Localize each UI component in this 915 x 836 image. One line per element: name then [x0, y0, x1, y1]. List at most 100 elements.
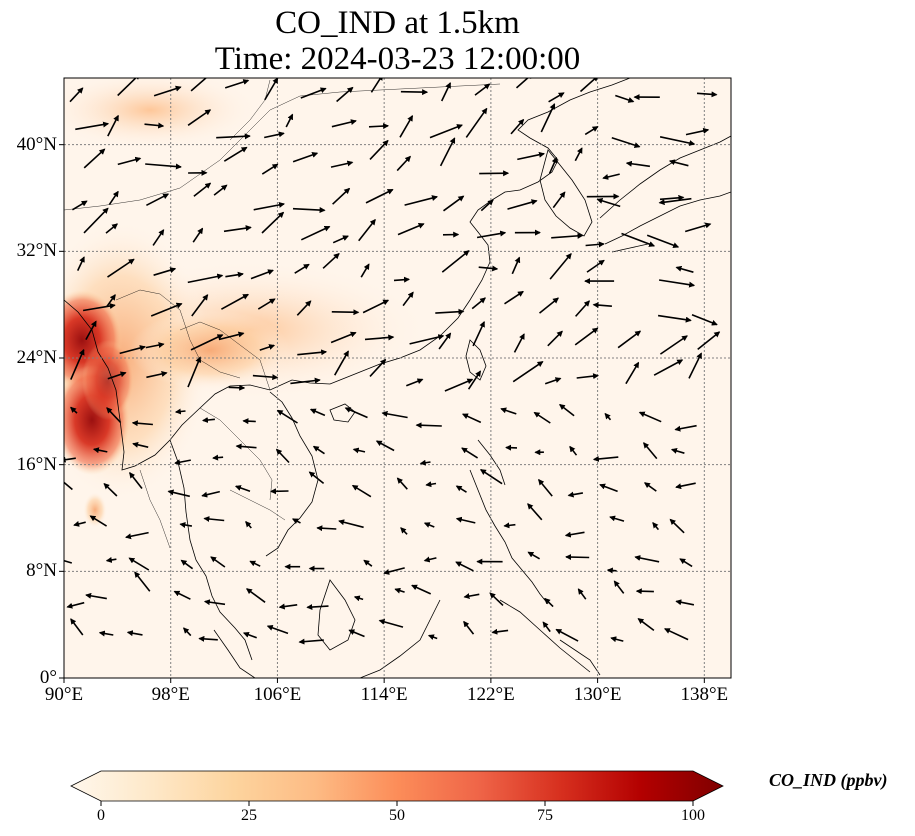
- wind-arrow: [312, 445, 325, 455]
- wind-arrow: [70, 406, 78, 414]
- wind-arrow: [489, 592, 504, 606]
- wind-arrow: [691, 314, 718, 326]
- wind-arrow: [174, 459, 191, 466]
- wind-arrow: [105, 556, 117, 563]
- wind-arrow: [129, 472, 143, 489]
- wind-arrow: [300, 225, 331, 241]
- wind-arrow: [500, 407, 517, 415]
- wind-arrow: [440, 82, 452, 102]
- wind-arrow: [438, 332, 452, 350]
- wind-arrow: [98, 630, 114, 637]
- wind-arrow: [338, 519, 364, 529]
- wind-arrow: [213, 184, 228, 196]
- wind-arrow: [309, 408, 326, 417]
- wind-arrow: [503, 522, 516, 529]
- y-tick-label: 8°N: [26, 560, 57, 582]
- wind-arrow: [198, 635, 218, 642]
- wind-arrow: [396, 155, 411, 172]
- wind-arrow: [316, 525, 337, 532]
- wind-arrow: [360, 263, 370, 278]
- wind-arrow: [663, 628, 689, 641]
- wind-arrow: [400, 89, 429, 96]
- colorbar-tick-label: 75: [537, 807, 553, 824]
- wind-arrow: [292, 152, 319, 163]
- wind-arrow: [409, 334, 445, 345]
- wind-arrow: [383, 567, 405, 575]
- wind-arrow: [479, 469, 503, 485]
- wind-arrow: [358, 218, 376, 242]
- wind-arrow: [533, 411, 551, 424]
- wind-arrow: [331, 119, 357, 128]
- wind-arrow: [336, 86, 354, 103]
- wind-arrow: [393, 276, 410, 283]
- wind-arrow: [294, 263, 310, 274]
- wind-arrow: [64, 559, 73, 564]
- wind-arrow: [575, 300, 590, 317]
- wind-arrow: [105, 223, 118, 234]
- wind-arrow: [406, 378, 424, 387]
- x-tick-label: 90°E: [44, 684, 84, 705]
- wind-arrow: [397, 223, 425, 236]
- wind-arrow: [696, 91, 718, 98]
- x-tick-label: 98°E: [151, 684, 190, 705]
- wind-arrow: [276, 409, 298, 424]
- wind-arrow: [297, 349, 328, 356]
- colorbar: [70, 770, 724, 806]
- concentration-field: [64, 78, 430, 528]
- wind-arrow: [370, 78, 384, 93]
- wind-arrow: [439, 137, 456, 167]
- wind-arrow: [606, 567, 617, 574]
- wind-arrow: [153, 267, 177, 276]
- wind-arrow: [443, 195, 465, 212]
- wind-arrow: [352, 447, 366, 454]
- wind-arrow: [688, 352, 703, 379]
- wind-arrow: [559, 403, 575, 417]
- wind-arrow: [292, 207, 326, 214]
- wind-arrow: [69, 87, 84, 103]
- wind-arrow: [85, 320, 97, 340]
- wind-arrow: [625, 160, 651, 168]
- wind-arrow: [697, 331, 721, 351]
- wind-arrow: [76, 256, 85, 271]
- wind-arrow: [369, 358, 387, 377]
- wind-arrow: [212, 454, 224, 461]
- wind-arrow: [658, 197, 692, 206]
- wind-arrow: [203, 599, 226, 606]
- wind-arrow: [511, 256, 521, 275]
- map-title: CO_IND at 1.5km: [275, 5, 520, 41]
- wind-arrow: [252, 374, 279, 381]
- wind-arrow: [599, 483, 618, 493]
- y-tick-label: 0°: [39, 667, 57, 688]
- wind-arrow: [108, 190, 119, 206]
- wind-arrow: [544, 597, 554, 608]
- wind-arrow: [592, 302, 612, 309]
- wind-arrow: [679, 558, 693, 568]
- wind-arrow: [275, 448, 290, 464]
- wind-arrow: [634, 555, 660, 563]
- x-tick-label: 122°E: [467, 684, 515, 705]
- wind-arrow: [66, 601, 85, 609]
- wind-arrow: [504, 290, 524, 305]
- wind-arrow: [569, 445, 578, 456]
- wind-arrow: [435, 308, 465, 315]
- wind-arrow: [187, 109, 212, 126]
- wind-arrow: [290, 377, 321, 385]
- wind-arrow: [369, 139, 389, 160]
- wind-arrow: [179, 522, 193, 528]
- wind-arrow: [103, 483, 118, 497]
- wind-arrow: [415, 422, 442, 429]
- wind-arrow: [344, 407, 368, 419]
- wind-arrow: [378, 618, 404, 628]
- wind-arrow: [249, 560, 261, 567]
- wind-arrow: [643, 482, 657, 492]
- wind-arrow: [611, 136, 641, 149]
- wind-arrow: [351, 484, 372, 498]
- wind-arrow: [507, 199, 538, 210]
- wind-arrow: [675, 599, 695, 606]
- wind-arrow: [538, 297, 559, 314]
- y-tick-label: 40°N: [16, 133, 57, 155]
- wind-arrow: [423, 556, 437, 563]
- wind-arrow: [368, 123, 390, 130]
- wind-arrow: [402, 291, 414, 307]
- wind-arrow: [353, 595, 364, 602]
